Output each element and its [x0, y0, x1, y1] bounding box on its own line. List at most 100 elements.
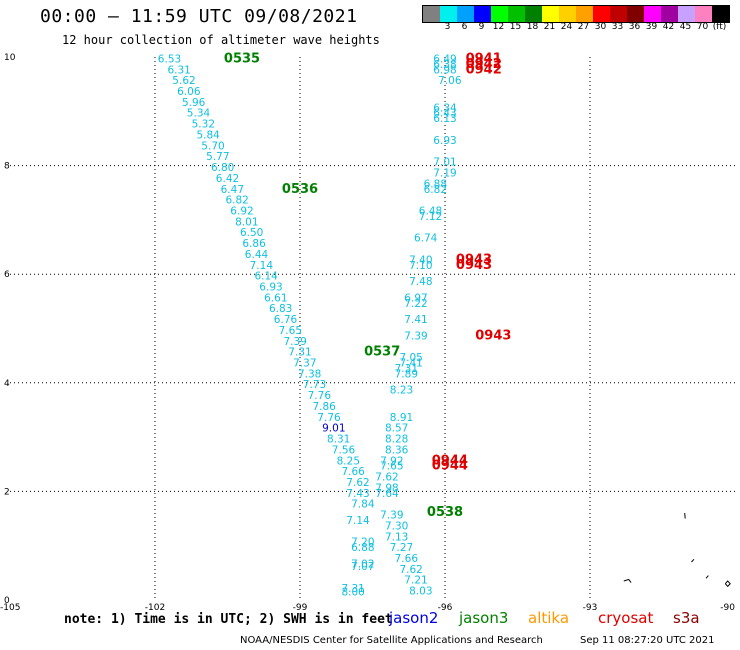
color-swatch [440, 6, 457, 22]
wave-height-label: 7.89 [395, 368, 418, 380]
pass-time-label: 0944 [432, 459, 468, 474]
x-tick-label: -96 [438, 603, 453, 613]
wave-height-label: 8.03 [409, 586, 432, 598]
wave-height-label: 7.62 [399, 564, 422, 576]
wave-height-label: 7.01 [433, 157, 456, 169]
wave-height-label: 7.39 [404, 330, 427, 342]
wave-height-label: 5.34 [187, 108, 211, 120]
legend-s3a: s3a [673, 609, 700, 627]
wave-height-label: 6.88 [351, 542, 374, 554]
wave-height-label: 7.39 [380, 510, 403, 522]
wave-height-label: 7.62 [375, 472, 398, 484]
wave-height-label: 7.14 [346, 515, 370, 527]
wave-height-label: 6.74 [414, 233, 438, 245]
wave-height-label: 6.42 [216, 173, 239, 185]
wave-height-label: 7.37 [293, 358, 316, 370]
color-tick-label: 45 [679, 22, 692, 32]
color-swatch [610, 6, 627, 22]
color-swatch [559, 6, 576, 22]
wave-height-label: 6.93 [433, 135, 456, 147]
color-swatch [508, 6, 525, 22]
wave-height-label: 7.62 [346, 477, 369, 489]
pass-time-label: 0538 [427, 505, 463, 520]
wave-height-label: 6.14 [254, 271, 278, 283]
color-swatch [661, 6, 678, 22]
footer-credit: NOAA/NESDIS Center for Satellite Applica… [240, 635, 543, 646]
wave-height-label: 7.27 [390, 542, 413, 554]
wave-height-label: 8.91 [390, 412, 413, 424]
color-swatch [627, 6, 644, 22]
color-scale-labels: 3 6 9 12 15 18 21 24 27 30 33 36 39 42 45 70 (ft) [422, 22, 728, 34]
color-tick-label: 6 [461, 22, 468, 32]
pass-time-label: 0943 [475, 328, 511, 343]
x-tick-label: -90 [720, 603, 735, 613]
wave-height-label: 7.76 [308, 390, 332, 402]
wave-height-label: 7.19 [433, 167, 456, 179]
y-tick-label: 0 [4, 596, 10, 606]
wave-height-label: 7.66 [395, 553, 419, 565]
wave-height-label: 7.38 [298, 368, 321, 380]
wave-height-label: 7.65 [279, 325, 302, 337]
wave-height-label: 6.53 [158, 53, 181, 65]
legend-cryosat: cryosat [598, 609, 654, 627]
x-tick-label: -99 [293, 603, 308, 613]
wave-height-label: 8.00 [341, 587, 364, 599]
wave-height-label: 6.88 [424, 178, 447, 190]
y-tick-label: 4 [4, 379, 10, 389]
wave-height-label: 6.38 [433, 59, 456, 71]
coastline [684, 513, 686, 519]
wave-height-label: 7.41 [404, 314, 427, 326]
wave-height-label: 7.43 [346, 488, 369, 500]
wave-height-label: 7.21 [404, 575, 427, 587]
wave-height-label: 6.86 [242, 238, 266, 250]
color-swatch [474, 6, 491, 22]
color-swatch [525, 6, 542, 22]
color-tick-label: 42 [662, 22, 675, 32]
wave-height-label: 8.36 [385, 444, 409, 456]
color-tick-label: 9 [478, 22, 485, 32]
color-swatch [712, 6, 729, 22]
wave-height-label: 7.98 [375, 482, 398, 494]
pass-time-label: 0942 [466, 62, 502, 77]
legend-altika: altika [528, 609, 570, 627]
wave-height-label: 7.66 [341, 466, 365, 478]
coastline [724, 580, 731, 588]
wave-height-label: 7.05 [399, 352, 422, 364]
wave-height-label: 7.12 [419, 211, 442, 223]
x-tick-label: -93 [583, 603, 598, 613]
wave-height-label: 6.82 [424, 184, 447, 196]
color-tick-label: 33 [611, 22, 624, 32]
wave-height-label: 8.25 [337, 455, 360, 467]
pass-time-label: 0943 [456, 258, 492, 273]
y-tick-label: 8 [4, 162, 10, 172]
wave-height-label: 7.14 [250, 260, 274, 272]
color-swatch [678, 6, 695, 22]
wave-height-label: 6.98 [433, 64, 456, 76]
wave-height-label: 5.84 [196, 129, 220, 141]
wave-height-label: 6.47 [221, 184, 244, 196]
wave-height-label: 5.77 [206, 151, 229, 163]
color-tick-label: 21 [543, 22, 556, 32]
pass-time-label: 0535 [224, 51, 260, 66]
color-swatch [491, 6, 508, 22]
wave-height-label: 7.07 [351, 561, 374, 573]
footer-date: Sep 11 08:27:20 UTC 2021 [580, 635, 715, 646]
wave-height-label: 8.01 [235, 216, 258, 228]
color-scale-bar [422, 5, 730, 23]
wave-height-label: 6.31 [167, 64, 190, 76]
wave-height-label: 8.31 [327, 434, 350, 446]
legend-jason2: jason2 [389, 609, 439, 627]
wave-height-label: 7.92 [380, 455, 403, 467]
wave-height-label: 6.49 [433, 53, 456, 65]
color-swatch [457, 6, 474, 22]
wave-height-label: 7.65 [380, 461, 403, 473]
coastline [691, 558, 695, 563]
color-swatch [576, 6, 593, 22]
color-tick-label: 70 [696, 22, 709, 32]
wave-height-label: 7.13 [385, 531, 408, 543]
legend-row: note: 1) Time is in UTC; 2) SWH is in fe… [0, 608, 740, 632]
pass-time-label: 0942 [466, 57, 502, 72]
wave-height-label: 8.57 [385, 423, 408, 435]
wave-height-label: 6.34 [433, 102, 457, 114]
